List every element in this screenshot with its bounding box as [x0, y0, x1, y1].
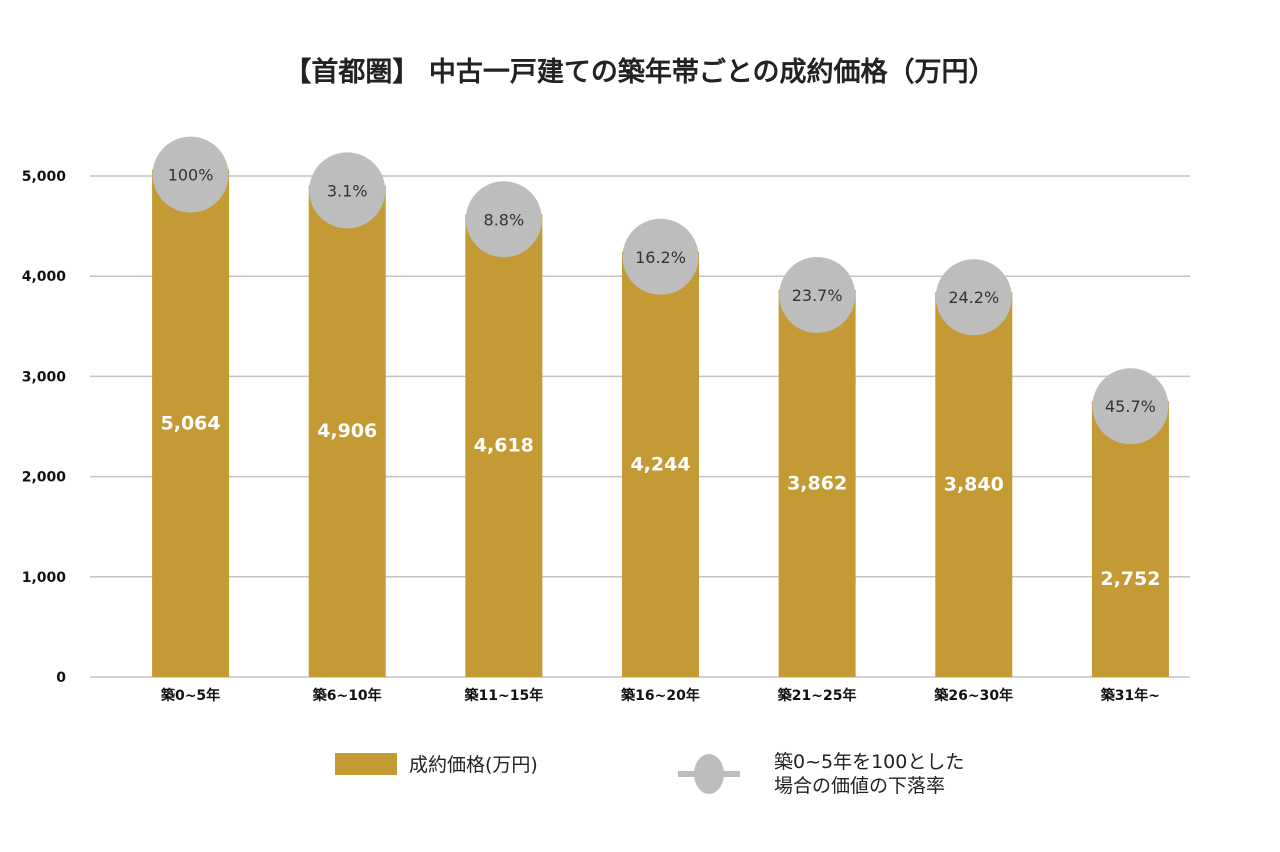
y-tick-label: 3,000 [22, 369, 67, 385]
bar-value-label: 4,244 [630, 453, 690, 475]
bar [935, 292, 1013, 677]
legend-bar-label: 成約価格(万円) [409, 754, 538, 776]
bar [465, 214, 543, 677]
drop-rate-label: 23.7% [792, 286, 843, 305]
drop-rate-label: 8.8% [484, 210, 525, 229]
y-tick-label: 2,000 [22, 470, 67, 486]
bar-value-label: 4,906 [317, 420, 377, 442]
y-tick-label: 1,000 [22, 570, 67, 586]
drop-rate-label: 45.7% [1105, 397, 1156, 416]
x-tick-label: 築6~10年 [312, 687, 382, 704]
legend-marker-label-1: 築0~5年を100とした [774, 751, 965, 773]
legend-marker-swatch [678, 751, 740, 797]
bar-value-label: 5,064 [161, 412, 221, 434]
drop-rate-marker [465, 181, 542, 258]
bar-value-label: 4,618 [474, 435, 534, 457]
x-tick-label: 築16~20年 [620, 687, 700, 704]
drop-rate-marker [309, 152, 386, 229]
legend-bar-swatch [335, 752, 397, 775]
y-tick-label: 5,000 [22, 169, 67, 185]
bar [152, 169, 230, 677]
drop-rate-marker [779, 257, 856, 334]
bar [308, 185, 386, 677]
x-tick-label: 築0~5年 [160, 687, 220, 704]
bar [1091, 401, 1169, 677]
x-tick-label: 築11~15年 [464, 687, 544, 704]
legend-bar: 成約価格(万円) [335, 750, 538, 777]
chart-title: 【首都圏】 中古一戸建ての築年帯ごとの成約価格（万円） [284, 57, 996, 88]
drop-rate-label: 24.2% [948, 288, 999, 307]
bar-value-label: 2,752 [1100, 568, 1160, 590]
x-tick-label: 築21~25年 [777, 687, 857, 704]
drop-rate-marker [1092, 368, 1169, 445]
y-tick-label: 4,000 [22, 269, 67, 285]
x-tick-label: 築26~30年 [933, 687, 1013, 704]
drop-rate-marker [152, 136, 229, 213]
y-tick-label: 0 [56, 670, 66, 686]
x-tick-label: 築31年~ [1100, 687, 1160, 704]
drop-rate-marker [935, 259, 1012, 336]
bar [622, 251, 699, 677]
legend-marker-label-2: 場合の価値の下落率 [774, 775, 946, 797]
legend-marker: 築0~5年を100とした 場合の価値の下落率 [678, 750, 964, 798]
bar-value-label: 3,840 [944, 474, 1004, 496]
drop-rate-marker [622, 218, 699, 295]
drop-rate-label: 16.2% [635, 248, 686, 267]
bar-value-label: 3,862 [787, 473, 847, 495]
drop-rate-label: 100% [168, 166, 214, 185]
bar [778, 290, 856, 677]
drop-rate-label: 3.1% [327, 181, 368, 200]
